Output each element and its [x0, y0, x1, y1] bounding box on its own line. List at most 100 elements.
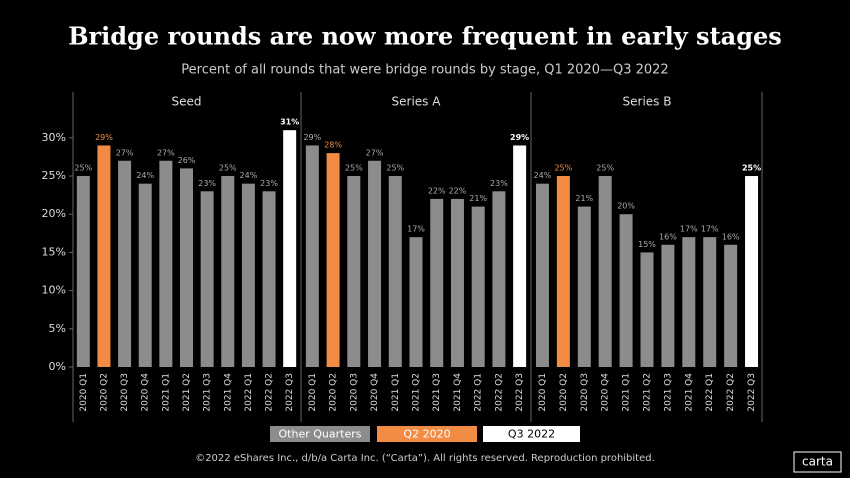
x-tick-label: 2020 Q4 — [601, 373, 611, 412]
x-tick-label: 2022 Q2 — [726, 373, 736, 412]
value-label: 25% — [596, 164, 614, 173]
x-tick-label: 2021 Q4 — [223, 373, 233, 412]
value-label: 21% — [575, 194, 593, 203]
value-label: 24% — [136, 171, 154, 180]
x-tick-label: 2021 Q2 — [182, 373, 192, 412]
value-label: 23% — [260, 179, 278, 188]
legend-swatch — [270, 426, 370, 442]
logo-box — [793, 451, 842, 473]
x-tick-label: 2022 Q1 — [474, 373, 484, 412]
value-label: 25% — [386, 164, 404, 173]
value-label: 20% — [617, 202, 635, 211]
value-label: 17% — [680, 225, 698, 234]
x-tick-label: 2021 Q3 — [203, 373, 213, 412]
x-tick-label: 2022 Q1 — [705, 373, 715, 412]
value-label: 25% — [74, 164, 92, 173]
legend-swatch — [377, 426, 477, 442]
bar — [471, 206, 485, 367]
bar — [409, 237, 423, 367]
bar — [368, 160, 382, 367]
x-tick-label: 2020 Q1 — [79, 373, 89, 412]
bar — [241, 183, 255, 367]
bar — [577, 206, 591, 367]
x-tick-label: 2021 Q2 — [643, 373, 653, 412]
y-tick-label: 0% — [49, 360, 66, 373]
value-label: 25% — [345, 164, 363, 173]
panel-title: Series B — [623, 95, 672, 109]
bar — [535, 183, 549, 367]
logo: carta — [802, 455, 833, 469]
y-tick-label: 10% — [42, 284, 66, 297]
legend-label: Q2 2020 — [403, 428, 450, 441]
bar — [724, 244, 738, 367]
value-label: 27% — [157, 148, 175, 157]
bar — [138, 183, 152, 367]
bar — [283, 130, 297, 367]
x-tick-label: 2020 Q1 — [308, 373, 318, 412]
value-label: 23% — [198, 179, 216, 188]
bar — [180, 168, 193, 367]
chart-subtitle: Percent of all rounds that were bridge r… — [181, 63, 668, 78]
y-tick-label: 25% — [42, 169, 66, 182]
value-label: 24% — [240, 171, 258, 180]
value-label: 26% — [178, 156, 196, 165]
x-tick-label: 2022 Q3 — [747, 373, 757, 412]
value-label: 25% — [219, 164, 237, 173]
x-tick-label: 2020 Q3 — [580, 373, 590, 412]
value-label: 29% — [510, 133, 529, 142]
bar — [619, 214, 633, 367]
value-label: 27% — [366, 148, 384, 157]
value-label: 28% — [324, 141, 342, 150]
bar — [513, 145, 527, 367]
x-tick-label: 2020 Q2 — [329, 373, 339, 412]
x-tick-label: 2021 Q2 — [412, 373, 422, 412]
x-tick-label: 2020 Q2 — [559, 373, 569, 412]
legend-swatch — [483, 426, 580, 442]
bar — [97, 145, 111, 367]
x-tick-label: 2021 Q4 — [453, 373, 463, 412]
panel-title: Seed — [172, 95, 202, 109]
bar — [492, 191, 506, 367]
value-label: 17% — [407, 225, 425, 234]
bar — [682, 237, 696, 367]
bar — [661, 244, 675, 367]
bar — [598, 176, 612, 367]
x-tick-label: 2021 Q1 — [622, 373, 632, 412]
x-tick-label: 2020 Q3 — [120, 373, 130, 412]
x-tick-label: 2022 Q2 — [494, 373, 504, 412]
x-tick-label: 2022 Q3 — [515, 373, 525, 412]
bar — [430, 198, 444, 367]
bar — [347, 176, 361, 367]
x-tick-label: 2021 Q4 — [684, 373, 694, 412]
x-tick-label: 2021 Q1 — [391, 373, 401, 412]
x-tick-label: 2020 Q4 — [141, 373, 151, 412]
bar — [326, 153, 340, 367]
x-tick-label: 2022 Q3 — [285, 373, 295, 412]
x-tick-label: 2020 Q3 — [349, 373, 359, 412]
x-tick-label: 2021 Q3 — [432, 373, 442, 412]
value-label: 29% — [303, 133, 321, 142]
value-label: 21% — [469, 194, 487, 203]
value-label: 24% — [534, 171, 552, 180]
value-label: 23% — [490, 179, 508, 188]
panel-title: Series A — [392, 95, 442, 109]
x-tick-label: 2021 Q3 — [663, 373, 673, 412]
value-label: 17% — [701, 225, 719, 234]
y-tick-label: 5% — [49, 322, 66, 335]
x-tick-label: 2020 Q1 — [538, 373, 548, 412]
bar — [640, 252, 654, 367]
bar — [388, 176, 402, 367]
bar — [745, 176, 759, 367]
bar — [159, 160, 173, 367]
value-label: 29% — [95, 133, 113, 142]
bar — [556, 176, 570, 367]
value-label: 16% — [722, 232, 740, 241]
x-tick-label: 2021 Q1 — [161, 373, 171, 412]
bar — [703, 237, 717, 367]
bar — [118, 160, 132, 367]
value-label: 25% — [742, 164, 761, 173]
bar — [305, 145, 319, 367]
value-label: 22% — [449, 186, 467, 195]
chart-title: Bridge rounds are now more frequent in e… — [68, 22, 782, 51]
